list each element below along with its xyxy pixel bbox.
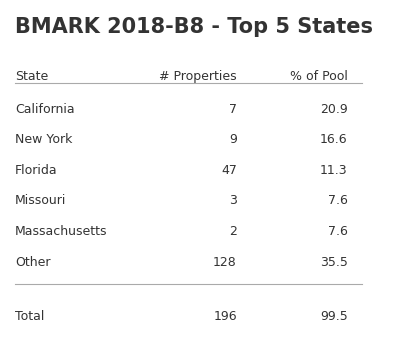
Text: Florida: Florida bbox=[15, 164, 58, 177]
Text: Other: Other bbox=[15, 255, 51, 269]
Text: 7: 7 bbox=[229, 103, 237, 116]
Text: 7.6: 7.6 bbox=[328, 194, 348, 208]
Text: 2: 2 bbox=[229, 225, 237, 238]
Text: 35.5: 35.5 bbox=[320, 255, 348, 269]
Text: 99.5: 99.5 bbox=[320, 310, 348, 323]
Text: 128: 128 bbox=[213, 255, 237, 269]
Text: 47: 47 bbox=[221, 164, 237, 177]
Text: 3: 3 bbox=[229, 194, 237, 208]
Text: 9: 9 bbox=[229, 133, 237, 146]
Text: 16.6: 16.6 bbox=[320, 133, 348, 146]
Text: State: State bbox=[15, 70, 48, 83]
Text: 7.6: 7.6 bbox=[328, 225, 348, 238]
Text: New York: New York bbox=[15, 133, 73, 146]
Text: BMARK 2018-B8 - Top 5 States: BMARK 2018-B8 - Top 5 States bbox=[15, 17, 373, 37]
Text: % of Pool: % of Pool bbox=[290, 70, 348, 83]
Text: Missouri: Missouri bbox=[15, 194, 67, 208]
Text: Massachusetts: Massachusetts bbox=[15, 225, 108, 238]
Text: # Properties: # Properties bbox=[159, 70, 237, 83]
Text: 11.3: 11.3 bbox=[320, 164, 348, 177]
Text: 196: 196 bbox=[213, 310, 237, 323]
Text: Total: Total bbox=[15, 310, 45, 323]
Text: 20.9: 20.9 bbox=[320, 103, 348, 116]
Text: California: California bbox=[15, 103, 75, 116]
